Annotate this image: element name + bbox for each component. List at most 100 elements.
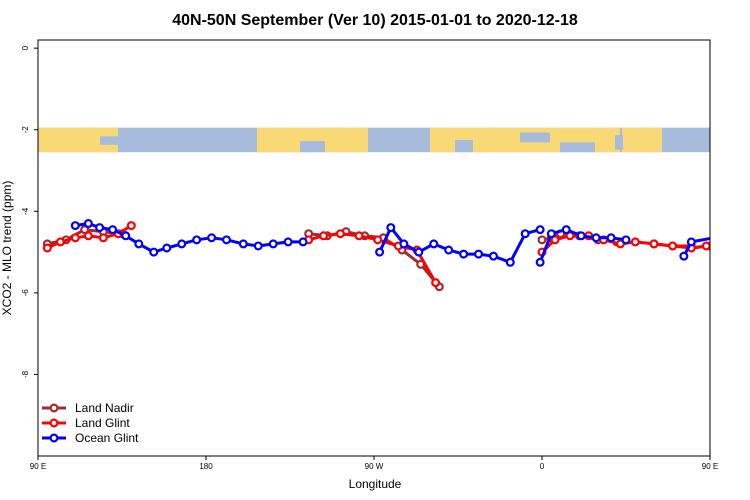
data-point-land-glint [98,233,108,243]
data-point-ocean-glint [488,251,498,261]
data-point-land-glint [668,241,678,251]
data-point-ocean-glint [177,239,187,249]
data-point-ocean-glint [606,233,616,243]
map-land [650,127,662,153]
data-point-ocean-glint [253,241,263,251]
map-ocean-patch [300,141,325,153]
x-tick-label: 90 W [365,462,384,471]
data-point-land-nadir [725,238,732,245]
legend-item-land-glint: Land Glint [42,416,130,430]
data-point-ocean-glint [268,239,278,249]
data-point-ocean-glint [162,243,172,253]
data-point-land-glint [83,231,93,241]
data-point-land-glint [373,235,383,245]
data-point-ocean-glint [414,247,424,257]
data-point-ocean-glint [375,247,385,257]
data-point-land-glint [55,237,65,247]
data-point-ocean-glint [535,225,545,235]
y-tick-label: -6 [21,289,30,297]
x-axis-label: Longitude [349,477,402,491]
data-point-ocean-glint [686,237,696,247]
data-point-ocean-glint [520,229,530,239]
data-point-land-glint [354,231,364,241]
map-ocean-patch [560,142,595,153]
data-point-ocean-glint [546,229,556,239]
series-ocean-glint [70,219,710,267]
data-point-land-nadir [744,234,750,241]
map-ocean-patch [100,136,120,145]
legend-label: Land Glint [75,416,130,430]
data-point-ocean-glint [70,221,80,231]
data-point-land-glint [701,241,710,251]
x-tick-label: 0 [540,462,545,471]
data-point-ocean-glint [207,233,217,243]
world-map-strip [38,127,710,153]
data-point-ocean-glint [134,239,144,249]
data-point-land-glint [746,232,750,239]
map-ocean-patch [520,132,550,143]
data-point-ocean-glint [108,225,118,235]
data-point-ocean-glint [95,223,105,233]
data-point-land-glint [42,243,52,253]
y-tick-label: -8 [21,370,30,378]
data-point-ocean-glint [298,237,308,247]
data-point-ocean-glint [621,235,631,245]
data-point-ocean-glint [429,239,439,249]
data-point-ocean-glint [679,251,689,261]
data-point-land-glint [431,278,441,288]
data-point-land-glint [649,239,659,249]
data-point-land-glint [126,221,136,231]
data-point-ocean-glint [386,223,396,233]
data-point-land-glint [716,238,723,245]
y-axis-label: XCO2 - MLO trend (ppm) [0,181,14,316]
data-point-ocean-glint [121,231,131,241]
series-line-land-glint [691,243,710,250]
x-tick-label: 90 E [702,462,718,471]
legend-marker [49,418,59,428]
data-point-ocean-glint [535,257,545,267]
plot-frame [37,39,711,457]
data-point-land-nadir [537,235,547,245]
data-point-land-glint [550,235,560,245]
data-point-land-nadir [80,225,90,235]
data-point-ocean-glint [283,237,293,247]
data-point-land-glint [731,234,738,241]
legend-item-ocean-glint: Ocean Glint [42,431,139,445]
data-point-ocean-glint [238,239,248,249]
data-point-ocean-glint [459,249,469,259]
data-point-ocean-glint [192,235,202,245]
x-tick-label: 180 [199,462,213,471]
data-point-ocean-glint [591,233,601,243]
axes: 90 E 180 90 W 0 90 E 0 -2 -4 -6 -8 [21,45,718,471]
y-tick-label: 0 [21,45,30,50]
data-point-land-glint [319,231,329,241]
data-point-land-glint [70,233,80,243]
data-point-ocean-glint [474,249,484,259]
legend-marker [49,433,59,443]
map-ocean-patch [455,139,473,153]
x-tick-label: 90 E [30,462,46,471]
y-tick-label: -4 [21,207,30,215]
data-point-ocean-glint [83,219,93,229]
legend-marker [49,403,59,413]
legend-label: Land Nadir [75,401,134,415]
legend-item-land-nadir: Land Nadir [42,401,134,415]
data-point-ocean-glint [149,247,159,257]
chart-title: 40N-50N September (Ver 10) 2015-01-01 to… [172,12,578,29]
legend-label: Ocean Glint [75,431,139,445]
series-layer [42,219,750,292]
data-point-ocean-glint [561,225,571,235]
data-point-ocean-glint [444,245,454,255]
data-point-ocean-glint [505,257,515,267]
series-line-land-glint [308,232,437,284]
data-point-ocean-glint [576,231,586,241]
data-point-land-glint [335,229,345,239]
y-tick-label: -2 [21,126,30,134]
data-point-land-glint [630,237,640,247]
data-point-ocean-glint [399,239,409,249]
map-ocean-patch [615,135,623,150]
map-land [350,127,368,153]
data-point-ocean-glint [222,235,232,245]
